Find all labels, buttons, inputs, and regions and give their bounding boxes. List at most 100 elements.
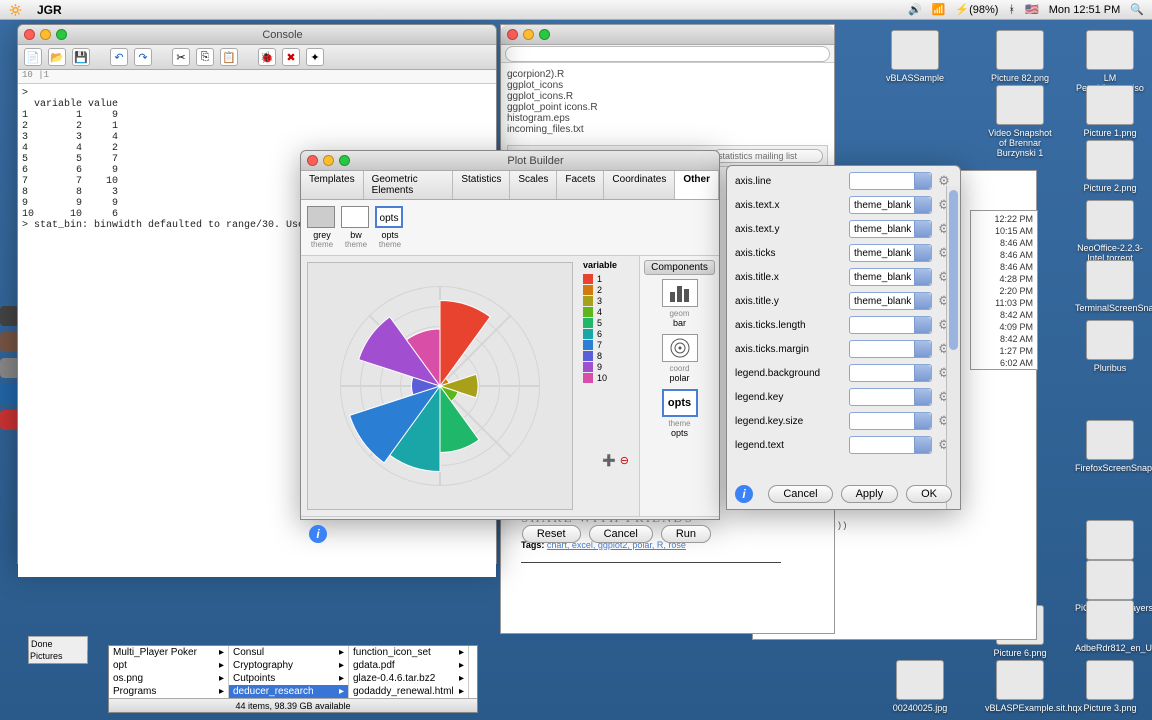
open-icon[interactable]: 📂 [48, 48, 66, 66]
finder-row[interactable]: Programs▸ [109, 685, 228, 698]
option-combo[interactable]: theme_blank [849, 220, 932, 238]
finder-row[interactable]: function_icon_set▸ [349, 646, 468, 659]
finder-row[interactable]: glaze-0.4.6.tar.bz2▸ [349, 672, 468, 685]
finder-row[interactable]: os.png▸ [109, 672, 228, 685]
volume-icon[interactable]: 🔊 [908, 3, 922, 16]
desktop-file[interactable]: Picture 2.png [1075, 140, 1145, 193]
finder-row[interactable]: Cryptography▸ [229, 659, 348, 672]
option-combo[interactable] [849, 172, 932, 190]
stop-icon[interactable]: ✖ [282, 48, 300, 66]
finder-row[interactable]: gdata.pdf▸ [349, 659, 468, 672]
desktop-file[interactable]: FirefoxScreenSnapz001.mov [1075, 420, 1145, 473]
copy-icon[interactable]: ⎘ [196, 48, 214, 66]
option-combo[interactable]: theme_blank [849, 196, 932, 214]
zoom-icon[interactable] [339, 155, 350, 166]
undo-icon[interactable]: ↶ [110, 48, 128, 66]
option-combo[interactable]: theme_blank [849, 268, 932, 286]
file-list: gcorpion2).Rggplot_iconsggplot_icons.Rgg… [501, 63, 834, 141]
file-row[interactable]: incoming_files.txt [507, 124, 828, 135]
option-combo[interactable] [849, 388, 932, 406]
tab-statistics[interactable]: Statistics [453, 171, 510, 199]
scrollbar[interactable] [946, 186, 960, 509]
add-component-icon[interactable]: ➕ [602, 454, 616, 467]
help-icon[interactable]: ✦ [306, 48, 324, 66]
finder-row[interactable]: Consul▸ [229, 646, 348, 659]
ok-button[interactable]: OK [906, 485, 952, 503]
minimize-icon[interactable] [40, 29, 51, 40]
cut-icon[interactable]: ✂ [172, 48, 190, 66]
paste-icon[interactable]: 📋 [220, 48, 238, 66]
reset-button[interactable]: Reset [522, 525, 581, 543]
plot-builder-titlebar[interactable]: Plot Builder [301, 151, 719, 171]
finder-row[interactable]: opt▸ [109, 659, 228, 672]
component-item[interactable]: optsthemeopts [644, 389, 715, 438]
console-titlebar[interactable]: Console [18, 25, 496, 45]
option-combo[interactable] [849, 412, 932, 430]
option-combo[interactable] [849, 316, 932, 334]
theme-swatch[interactable]: optsoptstheme [375, 206, 405, 249]
option-combo[interactable] [849, 436, 932, 454]
mailing-list-search[interactable] [713, 149, 823, 163]
search-input[interactable] [505, 46, 830, 62]
option-combo[interactable] [849, 364, 932, 382]
option-combo[interactable] [849, 340, 932, 358]
tab-coordinates[interactable]: Coordinates [604, 171, 675, 199]
new-icon[interactable]: 📄 [24, 48, 42, 66]
tab-geometric-elements[interactable]: Geometric Elements [364, 171, 454, 199]
info-icon[interactable]: i [735, 485, 753, 503]
option-label: legend.key [735, 392, 845, 403]
save-icon[interactable]: 💾 [72, 48, 90, 66]
finder-row[interactable]: Cutpoints▸ [229, 672, 348, 685]
menubar-clock[interactable]: Mon 12:51 PM [1049, 4, 1121, 16]
info-icon[interactable]: i [309, 525, 327, 543]
remove-component-icon[interactable]: ⊖ [620, 454, 629, 467]
apple-menu-icon[interactable]: 🔅 [8, 3, 23, 17]
desktop-file[interactable]: LM PeterVisagna.iso [1075, 30, 1145, 93]
tab-scales[interactable]: Scales [510, 171, 557, 199]
tab-other[interactable]: Other [675, 171, 719, 199]
minimize-icon[interactable] [323, 155, 334, 166]
finder-row[interactable]: Multi_Player Poker▸ [109, 646, 228, 659]
finder-row[interactable]: deducer_research▸ [229, 685, 348, 698]
desktop-file[interactable]: Video Snapshot of Brennar Burzynski 1 [985, 85, 1055, 158]
apply-button[interactable]: Apply [841, 485, 899, 503]
run-button[interactable]: Run [661, 525, 711, 543]
close-icon[interactable] [24, 29, 35, 40]
file-row[interactable]: histogram.eps [507, 113, 828, 124]
theme-swatch[interactable]: greytheme [307, 206, 337, 249]
redo-icon[interactable]: ↷ [134, 48, 152, 66]
tab-templates[interactable]: Templates [301, 171, 364, 199]
tab-facets[interactable]: Facets [557, 171, 604, 199]
find-icon[interactable]: 🐞 [258, 48, 276, 66]
theme-swatch[interactable]: bwtheme [341, 206, 371, 249]
component-item[interactable]: coordpolar [644, 334, 715, 383]
desktop-file[interactable]: Picture 3.png [1075, 660, 1145, 713]
desktop-file[interactable]: Picture 1.png [1075, 85, 1145, 138]
file-row[interactable]: ggplot_point icons.R [507, 102, 828, 113]
desktop-file[interactable]: NeoOffice-2.2.3-Intel.torrent [1075, 200, 1145, 263]
desktop-file[interactable]: Picture 82.png [985, 30, 1055, 83]
desktop-file[interactable]: 00240025.jpg [885, 660, 955, 713]
file-row[interactable]: ggplot_icons.R [507, 91, 828, 102]
spotlight-icon[interactable]: 🔍 [1130, 3, 1144, 16]
flag-icon[interactable]: 🇺🇸 [1025, 3, 1039, 16]
app-menu[interactable]: JGR [37, 3, 62, 17]
option-combo[interactable]: theme_blank [849, 244, 932, 262]
bluetooth-icon[interactable]: ᚼ [1008, 4, 1015, 16]
option-combo[interactable]: theme_blank [849, 292, 932, 310]
cancel-button[interactable]: Cancel [768, 485, 832, 503]
file-row[interactable]: gcorpion2).R [507, 69, 828, 80]
desktop-file[interactable]: vBLASPExample.sit.hqx [985, 660, 1055, 713]
desktop-file[interactable]: AdbeRdr812_en_US.i386.dmg [1075, 600, 1145, 653]
file-row[interactable]: ggplot_icons [507, 80, 828, 91]
finder-row[interactable]: godaddy_renewal.html▸ [349, 685, 468, 698]
desktop-file[interactable]: TerminalScreenSnapz001.mov [1075, 260, 1145, 313]
zoom-icon[interactable] [56, 29, 67, 40]
close-icon[interactable] [307, 155, 318, 166]
cancel-button[interactable]: Cancel [589, 525, 653, 543]
desktop-file[interactable]: vBLASSample [880, 30, 950, 83]
desktop-file[interactable]: Pluribus [1075, 320, 1145, 373]
battery-icon[interactable]: ⚡(98%) [955, 3, 998, 16]
component-item[interactable]: geombar [644, 279, 715, 328]
wifi-icon[interactable]: 📶 [932, 3, 946, 16]
